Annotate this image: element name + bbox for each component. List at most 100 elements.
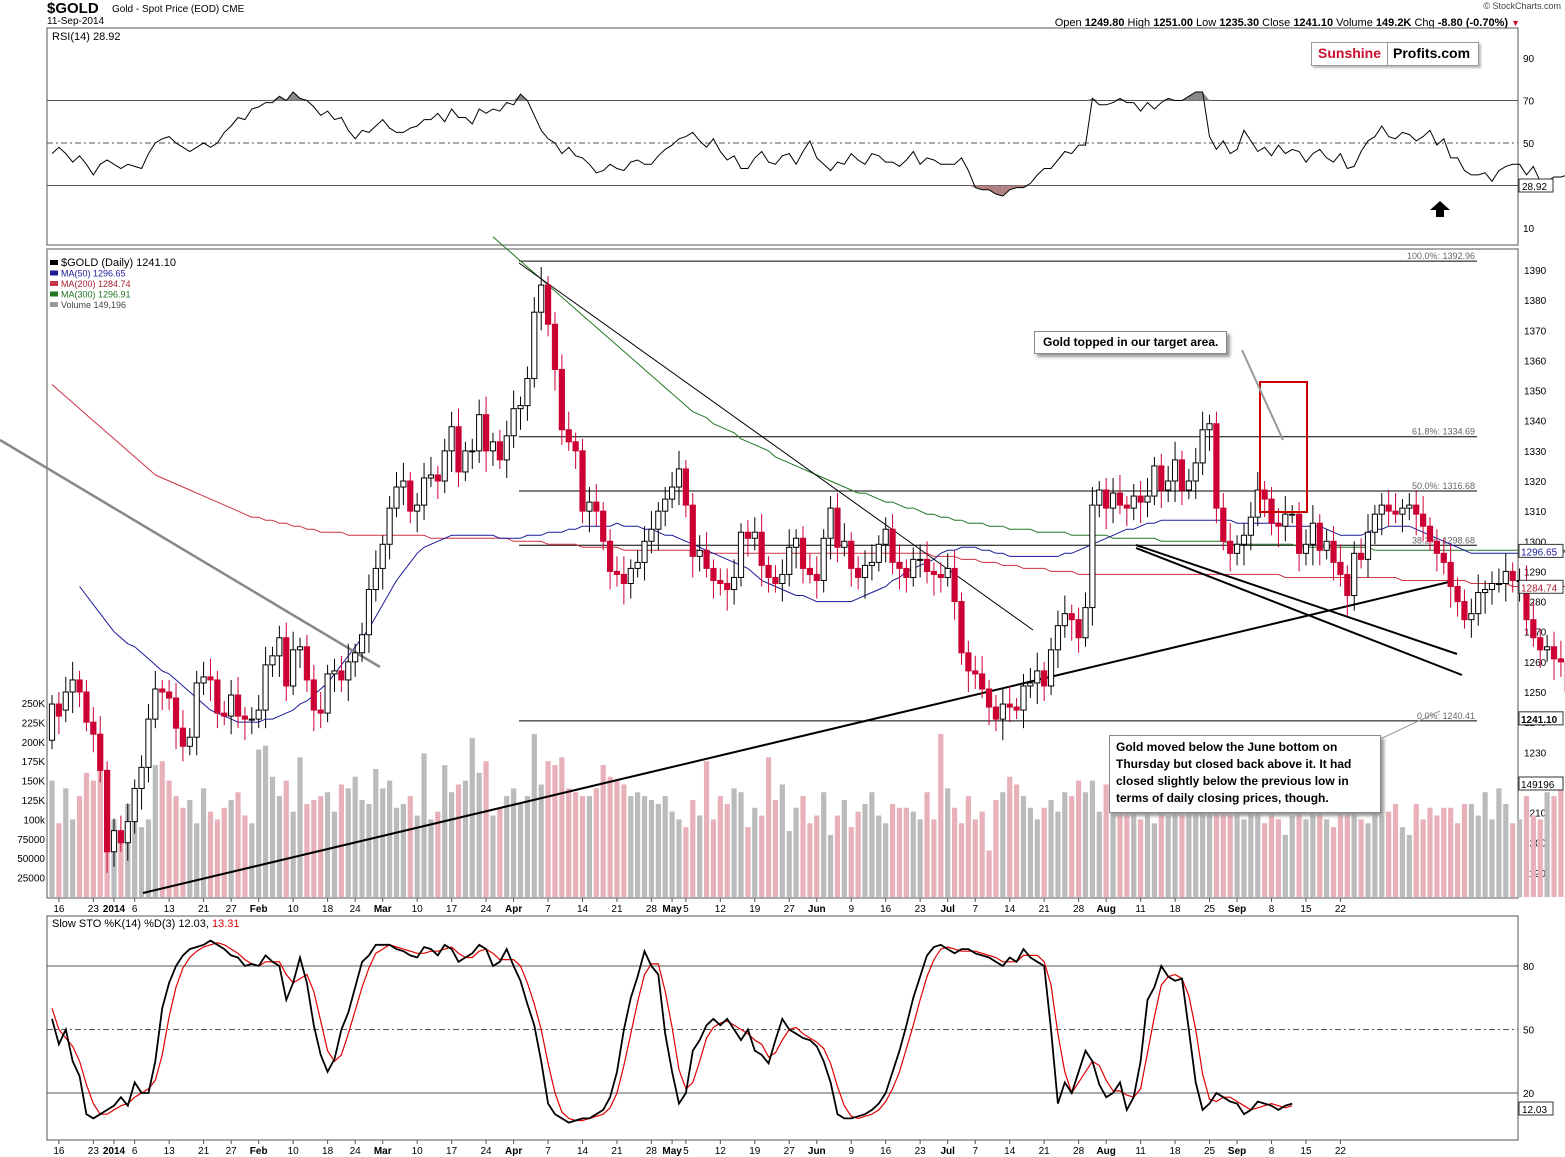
volume-bar (400, 803, 406, 897)
volume-bar (118, 834, 124, 897)
volume-bar (331, 811, 338, 897)
gray-downtrend-line (0, 438, 381, 669)
x-axis-label: 16 (880, 1146, 892, 1157)
x-axis-label: 7 (545, 1146, 551, 1157)
ma50-tag: 1296.65 (1521, 547, 1558, 558)
candle-body (855, 567, 862, 578)
rsi-oversold-fill (1016, 185, 1024, 188)
volume-bar (814, 815, 820, 897)
candle-body (1358, 552, 1365, 560)
candle-body (634, 561, 641, 569)
candle-body (710, 567, 717, 581)
candle-body (104, 769, 111, 853)
volume-bar (607, 776, 613, 897)
candle-body (1158, 465, 1165, 491)
volume-bar (1358, 819, 1364, 897)
candle-body (248, 718, 255, 721)
volume-bar (641, 796, 648, 897)
rsi-oversold-fill (982, 185, 990, 190)
volume-bar (745, 827, 751, 897)
chart-date: 11-Sep-2014 (47, 16, 105, 27)
volume-tick-label: 150K (22, 777, 46, 788)
x-axis-label: 11 (1135, 904, 1146, 915)
volume-bar (676, 819, 682, 897)
ma200-tag-box (1518, 579, 1564, 594)
chart-subtitle: Gold - Spot Price (EOD) CME (112, 4, 245, 15)
volume-bar (628, 796, 634, 897)
sunshine-profits-logo: Sunshine Profits.com (1311, 42, 1480, 66)
volume-bar (1482, 792, 1488, 897)
channel-line-lower (1135, 547, 1463, 676)
volume-bar (924, 792, 930, 897)
volume-bar (1186, 780, 1192, 897)
x-axis-label: 18 (322, 1146, 334, 1157)
volume-bar (1124, 796, 1130, 897)
low-label: Low (1196, 17, 1217, 29)
candle-body (648, 528, 655, 542)
volume-bar (938, 734, 944, 897)
volume-bar (145, 819, 152, 897)
x-axis-label: 28 (1073, 1146, 1085, 1157)
candle-body (1041, 670, 1048, 687)
candle-body (1089, 504, 1096, 609)
close-value: 1241.10 (1293, 17, 1334, 29)
volume-bar (1020, 796, 1027, 897)
candle-body (1309, 522, 1316, 545)
legend-swatch (50, 302, 58, 307)
volume-bar (1117, 803, 1123, 897)
candle-body (958, 601, 965, 654)
candle-body (358, 634, 366, 654)
candle-body (944, 567, 951, 578)
price-tick-label: 1210 (1524, 809, 1547, 820)
volume-bar (1234, 807, 1240, 897)
chg-label: Chg (1414, 17, 1435, 29)
volume-bar (765, 757, 772, 897)
x-axis-label: 25 (1204, 904, 1216, 915)
volume-bar (304, 803, 310, 897)
candle-body (1233, 543, 1241, 554)
volume-bar (490, 815, 496, 897)
x-axis-label: Mar (374, 1146, 392, 1157)
volume-bar (283, 780, 289, 897)
candle-body (565, 429, 572, 443)
target-area-box (1259, 381, 1308, 513)
candle-body (1034, 670, 1041, 684)
volume-label: Volume (1336, 17, 1373, 29)
candle-body (455, 426, 462, 473)
volume-bar (1468, 803, 1474, 897)
candle-body (1206, 423, 1213, 431)
volume-bar (1351, 803, 1357, 897)
x-axis-label: 27 (784, 904, 796, 915)
x-axis-label: 21 (198, 1146, 210, 1157)
x-axis-label: Jun (808, 904, 826, 915)
volume-bar (449, 792, 455, 897)
volume-bar (1027, 807, 1033, 897)
rsi-tick-label: 70 (1523, 97, 1535, 108)
candle-body (1123, 504, 1130, 509)
candle-body (138, 766, 145, 789)
annotation-top: Gold topped in our target area. (1034, 331, 1228, 354)
candle-body (110, 830, 118, 853)
x-axis-label: 23 (88, 1146, 100, 1157)
candle-body (1185, 480, 1192, 491)
candle-body (476, 414, 483, 452)
volume-bar (276, 796, 282, 897)
candle-body (1013, 706, 1020, 711)
x-axis-label: Apr (505, 1146, 522, 1157)
candle-body (393, 486, 400, 509)
x-axis-label: Mar (374, 904, 392, 915)
candle-body (469, 450, 476, 453)
open-value: 1249.80 (1084, 17, 1125, 29)
volume-bar (1227, 803, 1233, 897)
volume-bar (1034, 819, 1040, 897)
candle-body (234, 694, 242, 717)
candle-body (531, 311, 538, 380)
candle-body (1275, 522, 1282, 527)
volume-bar (290, 811, 296, 897)
candle-body (1399, 507, 1406, 515)
candle-body (538, 284, 545, 313)
volume-bar (1544, 792, 1550, 897)
candle-body (441, 450, 448, 482)
rsi-legend: RSI(14) 28.92 (52, 31, 120, 43)
rsi-oversold-fill (968, 185, 976, 188)
